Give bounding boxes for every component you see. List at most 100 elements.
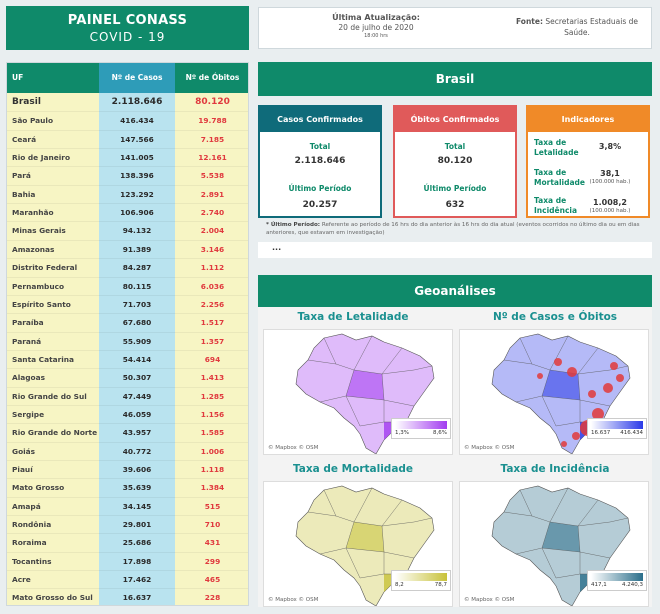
letalidade-value: 3,8% <box>598 142 622 151</box>
row-casos: 34.145 <box>122 501 152 511</box>
row-obitos: 710 <box>204 520 221 530</box>
row-casos: 106.906 <box>120 208 154 218</box>
row-obitos: 1.357 <box>200 336 225 346</box>
choropleth-map[interactable]: © Mapbox © OSM 16.637 416.434 <box>459 329 649 455</box>
legend-min: 8,2 <box>395 582 404 588</box>
table-row[interactable]: Goiás 40.772 1.006 <box>7 441 248 460</box>
row-uf: Rio de Janeiro <box>12 153 71 163</box>
brand-subtitle: COVID - 19 <box>89 30 166 44</box>
table-row-brasil[interactable]: Brasil 2.118.646 80.120 <box>7 93 248 111</box>
table-row[interactable]: Mato Grosso 35.639 1.384 <box>7 478 248 496</box>
table-row[interactable]: Roraima 25.686 431 <box>7 533 248 551</box>
legend-max: 4.240,3 <box>622 582 643 588</box>
row-obitos: 7.185 <box>200 134 225 144</box>
choropleth-map[interactable]: © Mapbox © OSM 8,2 78,7 <box>263 481 453 607</box>
row-uf: Goiás <box>12 446 36 456</box>
row-casos: 25.686 <box>122 538 152 548</box>
row-casos: 54.414 <box>122 354 152 364</box>
legend-min: 1,3% <box>395 430 409 436</box>
choropleth-map[interactable]: © Mapbox © OSM 417,1 4.240,3 <box>459 481 649 607</box>
incidencia-label: Taxa de Incidência <box>534 196 578 215</box>
row-obitos: 1.006 <box>200 446 225 456</box>
map-credit[interactable]: © Mapbox © OSM <box>464 445 515 451</box>
legend-gradient <box>591 421 643 429</box>
row-obitos: 5.538 <box>200 171 225 181</box>
map-credit[interactable]: © Mapbox © OSM <box>268 445 319 451</box>
table-row[interactable]: Maranhão 106.906 2.740 <box>7 203 248 221</box>
choropleth-map[interactable]: © Mapbox © OSM 1,3% 8,6% <box>263 329 453 455</box>
table-row[interactable]: Santa Catarina 54.414 694 <box>7 349 248 368</box>
table-header: UF Nº de Casos Nº de Óbitos <box>7 63 248 93</box>
table-row[interactable]: Rio de Janeiro 141.005 12.161 <box>7 148 248 166</box>
table-row[interactable]: Sergipe 46.059 1.156 <box>7 404 248 423</box>
row-obitos: 1.384 <box>200 483 225 493</box>
legend-min: 16.637 <box>591 430 611 436</box>
note-text: Referente ao período de 16 hrs do dia an… <box>266 222 640 236</box>
table-row[interactable]: Bahia 123.292 2.891 <box>7 184 248 203</box>
table-row[interactable]: Espírito Santo 71.703 2.256 <box>7 294 248 313</box>
casos-total-label: Total <box>309 142 331 151</box>
row-casos: 16.637 <box>122 593 152 603</box>
table-row[interactable]: Amazonas 91.389 3.146 <box>7 239 248 258</box>
row-casos: 91.389 <box>122 244 152 254</box>
table-row[interactable]: Amapá 34.145 515 <box>7 496 248 515</box>
row-obitos: 2.256 <box>200 299 225 309</box>
row-casos: 35.639 <box>122 483 152 493</box>
table-row[interactable]: Alagoas 50.307 1.413 <box>7 368 248 386</box>
map-legend: 8,2 78,7 <box>391 570 451 591</box>
update-info-bar: Última Atualização: 20 de julho de 2020 … <box>258 7 652 49</box>
row-obitos: 1.118 <box>200 465 225 474</box>
row-uf: Alagoas <box>12 373 45 383</box>
row-casos: 17.898 <box>122 556 152 566</box>
row-uf: Mato Grosso do Sul <box>12 593 93 603</box>
states-table[interactable]: UF Nº de Casos Nº de Óbitos Brasil 2.118.… <box>6 62 249 606</box>
row-obitos: 1.156 <box>200 409 225 419</box>
table-row[interactable]: Piauí 39.606 1.118 <box>7 460 248 478</box>
row-uf: Paraná <box>12 336 42 346</box>
col-header-casos[interactable]: Nº de Casos <box>99 63 175 93</box>
table-row[interactable]: Mato Grosso do Sul 16.637 228 <box>7 588 248 605</box>
row-uf: Pernambuco <box>12 281 65 291</box>
row-uf: Distrito Federal <box>12 263 78 273</box>
table-row[interactable]: Rondônia 29.801 710 <box>7 515 248 533</box>
legend-max: 78,7 <box>434 582 447 588</box>
col-header-obitos[interactable]: Nº de Óbitos <box>175 63 248 93</box>
table-row[interactable]: Rio Grande do Sul 47.449 1.285 <box>7 386 248 405</box>
obitos-confirmados-card: Óbitos Confirmados Total 80.120 Último P… <box>393 105 517 218</box>
table-row[interactable]: Rio Grande do Norte 43.957 1.585 <box>7 423 248 441</box>
row-obitos: 465 <box>204 575 221 585</box>
map-legend: 16.637 416.434 <box>587 418 647 439</box>
legend-gradient <box>395 573 447 581</box>
row-uf: Paraíba <box>12 318 44 328</box>
map-title: Taxa de Mortalidade <box>292 463 414 475</box>
row-casos: 147.566 <box>120 134 154 144</box>
table-row[interactable]: Distrito Federal 84.287 1.112 <box>7 258 248 276</box>
table-row[interactable]: Acre 17.462 465 <box>7 570 248 588</box>
mortalidade-value: 38,1 <box>600 169 620 178</box>
row-obitos: 1.413 <box>200 373 225 383</box>
table-row[interactable]: Pernambuco 80.115 6.036 <box>7 276 248 295</box>
casos-period-value: 20.257 <box>302 200 338 210</box>
row-casos: 84.287 <box>122 263 152 273</box>
map-credit[interactable]: © Mapbox © OSM <box>268 597 319 603</box>
table-row[interactable]: Minas Gerais 94.132 2.004 <box>7 221 248 239</box>
legend-gradient <box>395 421 447 429</box>
table-row[interactable]: São Paulo 416.434 19.788 <box>7 111 248 129</box>
row-uf: Santa Catarina <box>12 354 75 364</box>
table-row[interactable]: Ceará 147.566 7.185 <box>7 129 248 148</box>
table-row[interactable]: Paraná 55.909 1.357 <box>7 331 248 350</box>
row-obitos: 1.585 <box>200 428 225 438</box>
row-obitos: 431 <box>204 538 221 548</box>
map-credit[interactable]: © Mapbox © OSM <box>464 597 515 603</box>
row-casos: 67.680 <box>122 318 152 328</box>
table-row[interactable]: Pará 138.396 5.538 <box>7 166 248 184</box>
table-row[interactable]: Tocantins 17.898 299 <box>7 551 248 570</box>
obitos-total-label: Total <box>444 142 466 151</box>
row-casos: 416.434 <box>120 116 154 126</box>
more-button[interactable]: ... <box>258 242 652 258</box>
table-row[interactable]: Paraíba 67.680 1.517 <box>7 313 248 331</box>
obitos-total-value: 80.120 <box>437 156 473 166</box>
brasil-section-title: Brasil <box>258 62 652 96</box>
col-header-uf[interactable]: UF <box>7 63 99 93</box>
row-uf: Bahia <box>12 189 36 199</box>
